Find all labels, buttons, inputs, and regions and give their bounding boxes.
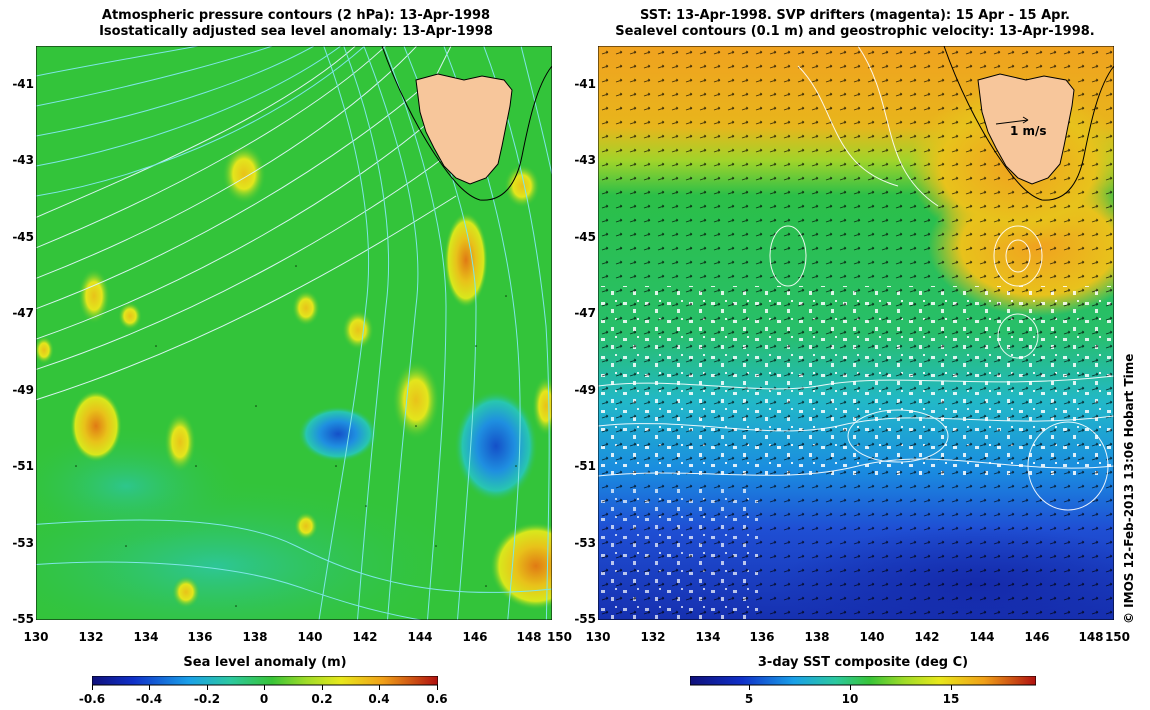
lon-tick: 140	[859, 630, 885, 644]
sla-colorbar-tick: 0.2	[311, 692, 333, 706]
velocity-scale-arrow	[995, 116, 1029, 125]
sla-colorbar-tick: -0.4	[135, 692, 163, 706]
lon-tick: 142	[352, 630, 378, 644]
lat-tick: -53	[574, 536, 596, 550]
sst-colorbar-tick: 5	[744, 692, 754, 706]
lat-tick: -53	[12, 536, 34, 550]
sst-colorbar-tick: 10	[841, 692, 859, 706]
right-title-line1: SST: 13-Apr-1998. SVP drifters (magenta)…	[640, 8, 1070, 23]
sla-colorbar-tick: -0.6	[78, 692, 106, 706]
lat-tick: -45	[12, 230, 34, 244]
left-title-line1: Atmospheric pressure contours (2 hPa): 1…	[101, 8, 491, 23]
sst-colorbar-tick: 15	[942, 692, 960, 706]
lon-tick: 138	[242, 630, 268, 644]
credit-text: © IMOS 12-Feb-2013 13:06 Hobart Time	[1122, 353, 1136, 624]
lon-tick: 134	[695, 630, 721, 644]
left-title: Atmospheric pressure contours (2 hPa): 1…	[36, 8, 556, 40]
lon-tick: 144	[407, 630, 433, 644]
lon-tick: 130	[23, 630, 49, 644]
sst-map	[598, 46, 1114, 620]
lat-tick: -47	[574, 306, 596, 320]
lon-tick: 142	[914, 630, 940, 644]
lat-tick: -43	[12, 153, 34, 167]
sla-map	[36, 46, 552, 620]
right-title-line2: Sealevel contours (0.1 m) and geostrophi…	[615, 24, 1095, 39]
lat-tick: -47	[12, 306, 34, 320]
lon-tick: 148	[516, 630, 542, 644]
right-title: SST: 13-Apr-1998. SVP drifters (magenta)…	[590, 8, 1120, 40]
lat-tick: -43	[574, 153, 596, 167]
lon-tick: 150	[546, 630, 572, 644]
lon-tick: 136	[749, 630, 775, 644]
lon-tick: 134	[133, 630, 159, 644]
left-title-line2: Isostatically adjusted sea level anomaly…	[99, 24, 493, 39]
lat-tick: -45	[574, 230, 596, 244]
lon-tick: 136	[187, 630, 213, 644]
lon-tick: 140	[297, 630, 323, 644]
lon-tick: 144	[969, 630, 995, 644]
lon-tick: 138	[804, 630, 830, 644]
lat-tick: -51	[574, 459, 596, 473]
lon-tick: 130	[585, 630, 611, 644]
lon-tick: 132	[78, 630, 104, 644]
tasmania-landmass	[977, 73, 1075, 185]
lat-tick: -55	[12, 612, 34, 626]
lon-tick: 132	[640, 630, 666, 644]
sst-colorbar-label: 3-day SST composite (deg C)	[757, 655, 969, 670]
lat-tick: -49	[574, 383, 596, 397]
lat-tick: -41	[574, 77, 596, 91]
velocity-scale-label: 1 m/s	[1010, 124, 1047, 138]
lon-tick: 146	[462, 630, 488, 644]
lon-tick: 146	[1024, 630, 1050, 644]
tasmania-landmass	[415, 73, 513, 185]
lat-tick: -51	[12, 459, 34, 473]
sla-colorbar	[92, 676, 438, 690]
sst-colorbar	[690, 676, 1036, 690]
sla-colorbar-tick: 0.4	[368, 692, 390, 706]
lon-tick: 150	[1104, 630, 1130, 644]
lat-tick: -49	[12, 383, 34, 397]
sla-colorbar-label: Sea level anomaly (m)	[183, 655, 347, 670]
sla-colorbar-tick: 0	[259, 692, 269, 706]
sla-colorbar-tick: -0.2	[193, 692, 221, 706]
sla-colorbar-tick: 0.6	[426, 692, 448, 706]
lat-tick: -41	[12, 77, 34, 91]
lat-tick: -55	[574, 612, 596, 626]
lon-tick: 148	[1078, 630, 1104, 644]
